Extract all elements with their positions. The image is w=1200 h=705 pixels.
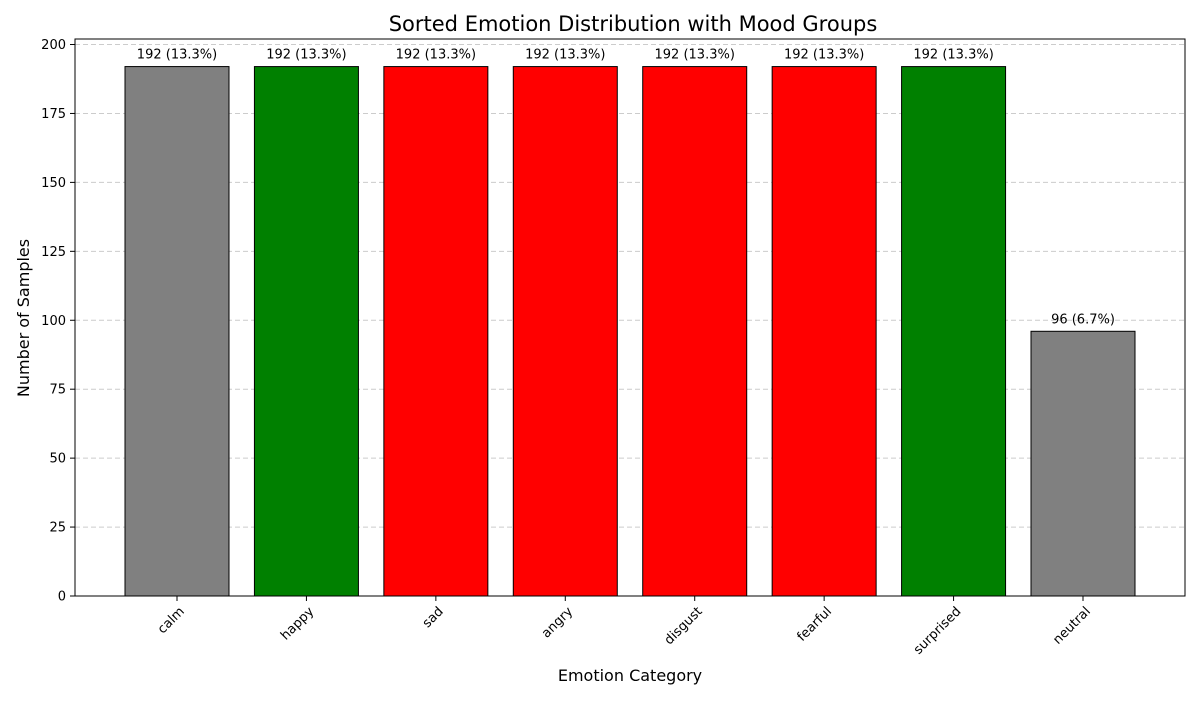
bar-happy	[253, 66, 359, 597]
bars-layer	[124, 66, 1136, 597]
y-tick-label: 100	[41, 314, 66, 329]
bar-disgust	[642, 66, 748, 597]
bar-neutral	[1030, 330, 1136, 597]
bar-angry	[512, 66, 618, 597]
x-tick-label-calm: calm	[155, 604, 188, 637]
y-tick-label: 50	[49, 452, 66, 467]
chart-title: Sorted Emotion Distribution with Mood Gr…	[389, 12, 878, 36]
x-tick-label-neutral: neutral	[1050, 604, 1093, 647]
plot-frame	[74, 38, 1186, 597]
x-axis-label: Emotion Category	[558, 666, 702, 685]
x-tick-label-angry: angry	[539, 604, 576, 641]
bar-surprised	[901, 66, 1007, 597]
bar-calm	[124, 66, 230, 597]
x-tick-label-happy: happy	[278, 604, 317, 643]
y-tick-label: 175	[41, 107, 66, 122]
data-label-sad: 192 (13.3%)	[396, 48, 476, 63]
data-label-fearful: 192 (13.3%)	[784, 48, 864, 63]
grid-layer	[75, 44, 1185, 597]
y-axis-ticks: 0 25 50 75 100 125 150 175 200	[41, 38, 75, 605]
data-label-calm: 192 (13.3%)	[137, 48, 217, 63]
bar-sad	[383, 66, 489, 597]
data-label-neutral: 96 (6.7%)	[1051, 312, 1115, 327]
x-tick-label-disgust: disgust	[662, 604, 706, 648]
x-axis-ticks: calm happy sad angry disgust fearful surprised…	[155, 596, 1094, 658]
y-tick-label: 200	[41, 38, 66, 53]
x-tick-label-fearful: fearful	[794, 604, 835, 645]
y-tick-label: 150	[41, 176, 66, 191]
data-label-disgust: 192 (13.3%)	[655, 48, 735, 63]
data-label-angry: 192 (13.3%)	[525, 48, 605, 63]
data-label-happy: 192 (13.3%)	[266, 48, 346, 63]
data-labels-layer: 192 (13.3%) 192 (13.3%) 192 (13.3%) 192 (13…	[137, 48, 1115, 328]
y-tick-label: 75	[49, 383, 66, 398]
x-tick-label-surprised: surprised	[911, 604, 964, 657]
bar-fearful	[771, 66, 877, 597]
x-tick-label-sad: sad	[420, 604, 447, 631]
y-tick-label: 125	[41, 245, 66, 260]
data-label-surprised: 192 (13.3%)	[913, 48, 993, 63]
y-tick-label: 0	[58, 590, 66, 605]
y-axis-label: Number of Samples	[14, 239, 33, 397]
y-tick-label: 25	[49, 521, 66, 536]
